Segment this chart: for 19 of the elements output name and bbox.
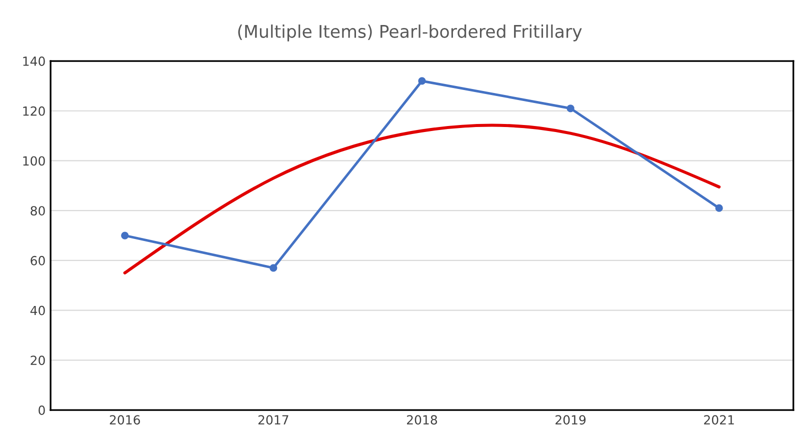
chart-title: (Multiple Items) Pearl-bordered Fritillary (238, 24, 582, 42)
y-tick-label: 20 (30, 356, 45, 366)
y-tick-label: 40 (30, 306, 45, 316)
y-tick-label: 60 (30, 256, 45, 266)
x-tick-label: 2021 (704, 415, 734, 425)
x-tick-label: 2016 (110, 415, 140, 425)
point (270, 264, 278, 272)
y-tick-label: 100 (23, 156, 45, 166)
point (418, 77, 426, 85)
x-tick-label: 2018 (406, 415, 438, 425)
x-tick-label: 2017 (258, 415, 288, 425)
x-tick-label: 2019 (556, 415, 586, 425)
y-tick-label: 140 (23, 56, 45, 66)
point (566, 104, 574, 112)
y-tick-label: 80 (30, 206, 45, 216)
y-tick-label: 0 (38, 406, 45, 415)
point (715, 204, 723, 212)
y-tick-label: 120 (23, 106, 45, 116)
point (121, 232, 129, 240)
